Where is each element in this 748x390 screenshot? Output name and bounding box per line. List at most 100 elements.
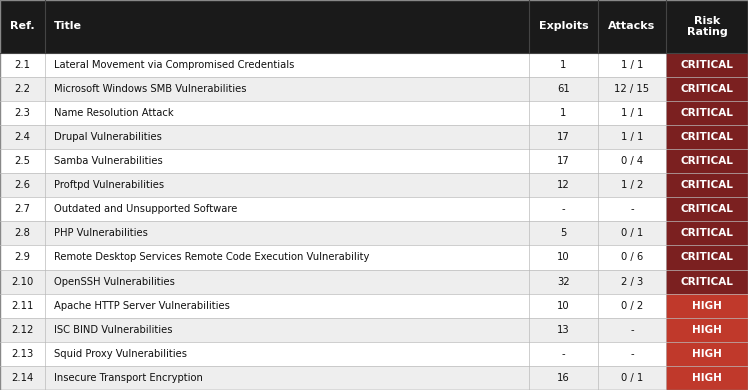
Text: 1 / 1: 1 / 1 [621,108,643,118]
Text: Outdated and Unsupported Software: Outdated and Unsupported Software [54,204,238,214]
Bar [666,0,748,53]
Text: HIGH: HIGH [692,373,722,383]
Text: CRITICAL: CRITICAL [681,229,734,238]
Text: 10: 10 [557,252,570,262]
Text: CRITICAL: CRITICAL [681,108,734,118]
Text: -: - [631,325,634,335]
Text: 0 / 1: 0 / 1 [621,229,643,238]
Text: Name Resolution Attack: Name Resolution Attack [54,108,174,118]
Bar [666,294,748,318]
Bar [0,173,666,197]
Text: 17: 17 [557,132,570,142]
Text: 2.8: 2.8 [15,229,31,238]
Bar [0,197,666,221]
Text: Microsoft Windows SMB Vulnerabilities: Microsoft Windows SMB Vulnerabilities [54,84,247,94]
Text: HIGH: HIGH [692,301,722,311]
Text: OpenSSH Vulnerabilities: OpenSSH Vulnerabilities [54,277,175,287]
Bar [666,53,748,77]
Bar [666,149,748,173]
Text: Proftpd Vulnerabilities: Proftpd Vulnerabilities [54,180,165,190]
Text: Title: Title [54,21,82,31]
Text: -: - [562,204,565,214]
Text: Ref.: Ref. [10,21,35,31]
Bar [666,197,748,221]
Bar [0,318,666,342]
Text: 13: 13 [557,325,570,335]
Text: CRITICAL: CRITICAL [681,204,734,214]
Bar [666,125,748,149]
Text: 12: 12 [557,180,570,190]
Text: CRITICAL: CRITICAL [681,180,734,190]
Text: 2.6: 2.6 [14,180,31,190]
Text: 2.5: 2.5 [14,156,31,166]
Bar [666,101,748,125]
Bar [666,342,748,366]
Text: Risk
Rating: Risk Rating [687,16,728,37]
Text: ISC BIND Vulnerabilities: ISC BIND Vulnerabilities [54,325,173,335]
Text: 1 / 1: 1 / 1 [621,132,643,142]
Text: 1 / 2: 1 / 2 [621,180,643,190]
Text: 2.13: 2.13 [11,349,34,359]
Text: 2.2: 2.2 [14,84,31,94]
Text: 2.7: 2.7 [14,204,31,214]
Text: Attacks: Attacks [608,21,656,31]
Text: Exploits: Exploits [539,21,589,31]
Bar [530,0,598,53]
Text: 16: 16 [557,373,570,383]
Bar [0,0,45,53]
Bar [666,173,748,197]
Text: Squid Proxy Vulnerabilities: Squid Proxy Vulnerabilities [54,349,187,359]
Text: 2.10: 2.10 [11,277,34,287]
Text: 2.9: 2.9 [14,252,31,262]
Text: Apache HTTP Server Vulnerabilities: Apache HTTP Server Vulnerabilities [54,301,230,311]
Text: 0 / 2: 0 / 2 [621,301,643,311]
Text: 2.12: 2.12 [11,325,34,335]
Text: 2.14: 2.14 [11,373,34,383]
Text: CRITICAL: CRITICAL [681,132,734,142]
Text: PHP Vulnerabilities: PHP Vulnerabilities [54,229,148,238]
Bar [0,222,666,245]
Bar [666,269,748,294]
Text: 2 / 3: 2 / 3 [621,277,643,287]
Bar [666,222,748,245]
Text: 0 / 1: 0 / 1 [621,373,643,383]
Text: CRITICAL: CRITICAL [681,156,734,166]
Text: Insecure Transport Encryption: Insecure Transport Encryption [54,373,203,383]
Bar [666,245,748,269]
Text: 10: 10 [557,301,570,311]
Bar [0,101,666,125]
Text: -: - [631,349,634,359]
Text: 1 / 1: 1 / 1 [621,60,643,70]
Text: 2.3: 2.3 [15,108,31,118]
Text: -: - [562,349,565,359]
Text: 0 / 4: 0 / 4 [621,156,643,166]
Bar [0,294,666,318]
Bar [45,0,530,53]
Bar [0,125,666,149]
Text: Drupal Vulnerabilities: Drupal Vulnerabilities [54,132,162,142]
Bar [0,342,666,366]
Text: 1: 1 [560,60,567,70]
Bar [0,53,666,77]
Text: 12 / 15: 12 / 15 [614,84,649,94]
Text: 1: 1 [560,108,567,118]
Bar [666,318,748,342]
Bar [0,269,666,294]
Text: 17: 17 [557,156,570,166]
Bar [598,0,666,53]
Text: HIGH: HIGH [692,325,722,335]
Text: Remote Desktop Services Remote Code Execution Vulnerability: Remote Desktop Services Remote Code Exec… [54,252,370,262]
Text: 2.11: 2.11 [11,301,34,311]
Text: 61: 61 [557,84,570,94]
Bar [666,77,748,101]
Text: -: - [631,204,634,214]
Bar [666,366,748,390]
Text: CRITICAL: CRITICAL [681,60,734,70]
Text: Samba Vulnerabilities: Samba Vulnerabilities [54,156,163,166]
Text: 5: 5 [560,229,567,238]
Text: Lateral Movement via Compromised Credentials: Lateral Movement via Compromised Credent… [54,60,295,70]
Text: CRITICAL: CRITICAL [681,252,734,262]
Text: 2.4: 2.4 [15,132,31,142]
Bar [0,245,666,269]
Text: HIGH: HIGH [692,349,722,359]
